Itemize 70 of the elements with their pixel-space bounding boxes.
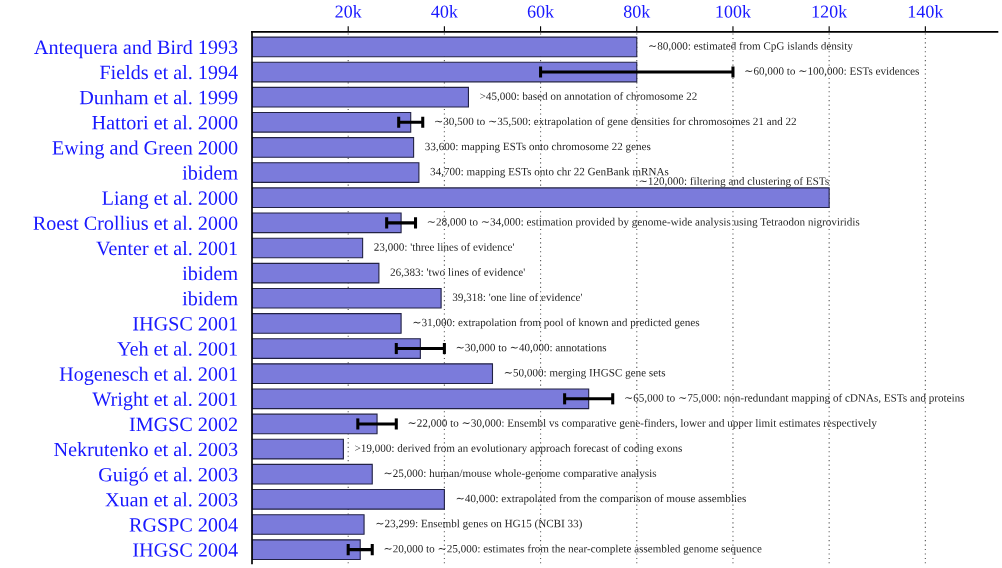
bar — [252, 388, 590, 410]
annotation: ∼50,000: merging IHGSC gene sets — [504, 368, 666, 379]
annotation: >45,000: based on annotation of chromosome 22 — [480, 92, 697, 102]
annotation: 33,600: mapping ESTs onto chromosome 22 genes — [425, 142, 651, 153]
bar — [252, 438, 344, 460]
y-tick-label: Fields et al. 1994 — [99, 65, 238, 80]
y-tick-label: Antequera and Bird 1993 — [34, 39, 238, 59]
annotation: 26,383: 'two lines of evidence' — [390, 267, 525, 278]
y-tick-label: IHGSC 2004 — [133, 543, 238, 557]
annotation: 39,318: 'one line of evidence' — [452, 293, 583, 303]
bar — [252, 338, 421, 359]
annotation: ∼22,000 to ∼30,000: Ensembl vs comparative gene-finders, lower and upper limit estimates respectively — [408, 418, 877, 430]
y-tick-label: Nekrutenko et al. 2003 — [54, 442, 238, 457]
x-tick-label: 80k — [623, 5, 651, 18]
bar — [252, 313, 402, 334]
annotation: ∼80,000: estimated from CpG islands density — [649, 41, 853, 52]
y-tick-label: Hattori et al. 2000 — [92, 115, 238, 130]
y-tick-label: ibidem — [182, 266, 238, 281]
annotation: 23,000: 'three lines of evidence' — [374, 242, 515, 253]
bar — [252, 111, 412, 133]
y-tick-label: Dunham et al. 1999 — [79, 90, 238, 105]
bar — [252, 488, 445, 510]
bar — [252, 413, 378, 435]
y-tick-label: Wright et al. 2001 — [92, 391, 237, 411]
x-tick-label: 140k — [908, 5, 944, 18]
y-tick-label: Venter et al. 2001 — [96, 241, 237, 256]
bar — [252, 262, 380, 284]
bar — [252, 162, 420, 183]
x-tick-label: 100k — [716, 5, 752, 18]
y-tick-label: Guigó et al. 2003 — [99, 467, 238, 486]
x-tick-label: 20k — [335, 5, 362, 18]
y-tick-label: ibidem — [182, 291, 238, 306]
y-tick-label: ibidem — [182, 165, 238, 180]
annotation: ∼40,000: extrapolated from the comparison of mouse assemblies — [456, 494, 746, 505]
bar — [252, 237, 364, 259]
y-tick-label: Hogenesch et al. 2001 — [59, 366, 237, 385]
bar — [252, 36, 638, 58]
annotation: ∼25,000: human/mouse whole-genome comparative analysis — [384, 469, 657, 480]
annotation: ∼23,299: Ensembl genes on HG15 (NCBI 33) — [376, 519, 582, 530]
bar — [252, 363, 494, 385]
bar — [252, 287, 442, 309]
bar — [252, 61, 638, 83]
y-tick-label: Roest Crollius et al. 2000 — [33, 215, 238, 231]
annotation: 34,700: mapping ESTs onto chr 22 GenBank mRNAs — [430, 167, 669, 178]
annotation: ∼65,000 to ∼75,000: non-redundant mapping of cDNAs, ESTs and proteins — [625, 393, 965, 404]
y-tick-label: Yeh et al. 2001 — [117, 341, 237, 356]
bar — [252, 463, 373, 485]
annotation: ∼60,000 to ∼100,000: ESTs evidences — [745, 66, 919, 77]
annotation: >19,000: derived from an evolutionary approach forecast of coding exons — [355, 443, 682, 455]
annotation: ∼31,000: extrapolation from pool of known and predicted genes — [413, 318, 700, 329]
y-tick-label: RGSPC 2004 — [129, 518, 238, 532]
annotation: ∼120,000: filtering and clustering of ESTs — [639, 176, 829, 188]
bar — [252, 539, 361, 560]
bar — [252, 514, 365, 535]
annotation: ∼28,000 to ∼34,000: estimation provided by genome-wide analysis using Tetraodon nigroviridis — [427, 217, 860, 228]
annotation: ∼30,500 to ∼35,500: extrapolation of gene densities for chromosomes 21 and 22 — [435, 117, 796, 128]
x-tick-label: 40k — [431, 5, 458, 18]
x-tick-label: 120k — [812, 5, 848, 18]
y-tick-label: Xuan et al. 2003 — [105, 492, 238, 507]
bar — [252, 137, 415, 158]
bar — [252, 86, 469, 108]
bar — [252, 187, 830, 209]
x-tick-label: 60k — [527, 5, 555, 18]
y-tick-label: IMGSC 2002 — [129, 417, 237, 432]
bar — [252, 212, 402, 234]
y-tick-label: Liang et al. 2000 — [102, 190, 238, 210]
annotation: ∼20,000 to ∼25,000: estimates from the near-complete assembled genome sequence — [384, 544, 762, 555]
annotation: ∼30,000 to ∼40,000: annotations — [456, 343, 607, 353]
y-tick-label: Ewing and Green 2000 — [52, 140, 238, 159]
y-tick-label: IHGSC 2001 — [133, 316, 237, 331]
